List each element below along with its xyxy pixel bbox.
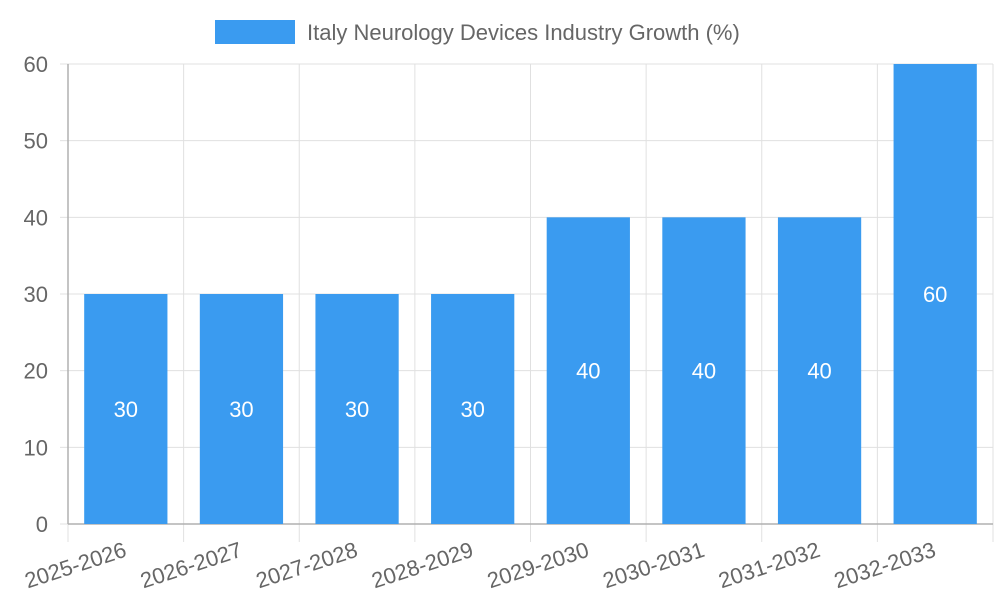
- x-tick-label: 2030-2031: [600, 537, 708, 593]
- bar[interactable]: [893, 64, 977, 524]
- x-tick-label: 2031-2032: [715, 537, 823, 593]
- bar[interactable]: [546, 217, 630, 525]
- bar[interactable]: [315, 294, 399, 524]
- x-tick-label: 2025-2026: [22, 537, 130, 593]
- bar[interactable]: [662, 217, 746, 525]
- bar-data-label: 30: [114, 397, 138, 422]
- y-tick-label: 30: [24, 282, 48, 307]
- bar[interactable]: [777, 217, 862, 525]
- y-tick-label: 60: [24, 52, 48, 77]
- y-tick-label: 0: [36, 512, 48, 537]
- bar-data-label: 60: [923, 282, 947, 307]
- bar[interactable]: [84, 294, 168, 524]
- x-tick-label: 2028-2029: [368, 537, 476, 593]
- bar-data-label: 30: [460, 397, 484, 422]
- bar-data-label: 40: [692, 359, 716, 384]
- x-tick-label: 2026-2027: [137, 537, 245, 593]
- x-tick-label: 2032-2033: [831, 537, 939, 593]
- x-axis-ticks: 2025-2026 2026-2027 2027-2028 2028-2029 2029…: [22, 537, 939, 593]
- y-tick-label: 20: [24, 359, 48, 384]
- data-labels: 30 30 30 30 40 40 40 60: [114, 282, 948, 422]
- y-tick-label: 40: [24, 205, 48, 230]
- bar-data-label: 30: [345, 397, 369, 422]
- x-tick-label: 2029-2030: [484, 537, 592, 593]
- y-tick-label: 10: [24, 435, 48, 460]
- bar-data-label: 40: [576, 359, 600, 384]
- legend-swatch: [215, 20, 295, 44]
- x-tick-label: 2027-2028: [253, 537, 361, 593]
- bars: [84, 64, 977, 525]
- legend-label: Italy Neurology Devices Industry Growth …: [307, 20, 740, 45]
- bar[interactable]: [199, 294, 284, 524]
- bar-data-label: 30: [229, 397, 253, 422]
- y-axis-ticks: 0 10 20 30 40 50 60: [24, 52, 48, 537]
- y-tick-label: 50: [24, 129, 48, 154]
- bar[interactable]: [431, 294, 515, 524]
- bar-data-label: 40: [807, 359, 831, 384]
- legend[interactable]: Italy Neurology Devices Industry Growth …: [215, 20, 740, 45]
